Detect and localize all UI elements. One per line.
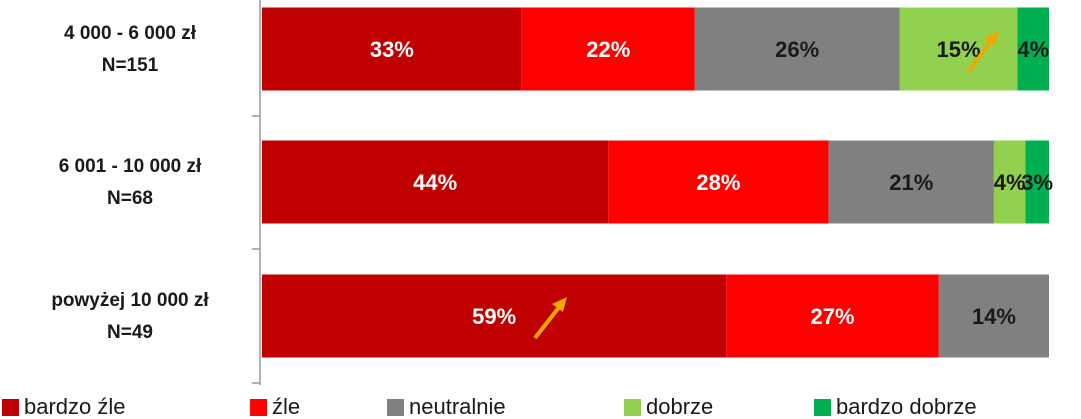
data-label: 15% — [936, 37, 980, 62]
bar-segment — [938, 274, 1049, 358]
legend-swatch — [814, 399, 831, 416]
data-label: 26% — [775, 37, 819, 62]
trend-arrow — [966, 31, 999, 74]
bar-segment — [899, 7, 1018, 91]
data-label: 33% — [370, 37, 414, 62]
legend-label: bardzo dobrze — [836, 394, 977, 419]
data-label: 4% — [994, 170, 1026, 195]
data-label: 3% — [1021, 170, 1053, 195]
y-tick-label: N=151 — [102, 55, 159, 76]
data-label: 21% — [889, 170, 933, 195]
legend-label: neutralnie — [409, 394, 506, 419]
data-label: 28% — [696, 170, 740, 195]
bar-segment — [694, 7, 900, 91]
bar-segment — [521, 7, 695, 91]
data-label: 14% — [972, 304, 1016, 329]
y-tick-label: powyżej 10 000 zł — [51, 290, 209, 311]
y-tick-label: N=68 — [107, 188, 153, 209]
bar-segment — [1017, 7, 1049, 91]
legend-swatch — [2, 399, 19, 416]
legend-swatch — [387, 399, 404, 416]
legend-swatch — [250, 399, 267, 416]
data-label: 44% — [413, 170, 457, 195]
bar-segment — [828, 140, 994, 224]
legend-swatch — [624, 399, 641, 416]
bar-segment — [1025, 140, 1049, 224]
bar-segment — [262, 274, 727, 358]
legend-label: bardzo źle — [24, 394, 126, 419]
trend-arrow — [533, 297, 567, 340]
bar-segment — [262, 7, 522, 91]
data-label: 27% — [811, 304, 855, 329]
bar-segment — [608, 140, 829, 224]
y-tick-label: 6 001 - 10 000 zł — [59, 156, 202, 177]
plot: 4 000 - 6 000 zł N=151 33% 22% 26% 15% 4% 6 001… — [2, 7, 1053, 419]
legend-label: dobrze — [646, 394, 713, 419]
data-label: 22% — [586, 37, 630, 62]
data-label: 4% — [1017, 37, 1049, 62]
y-tick-label: 4 000 - 6 000 zł — [64, 23, 197, 44]
bar-segment — [262, 140, 609, 224]
y-tick-label: N=49 — [107, 322, 153, 343]
data-label: 59% — [472, 304, 516, 329]
bar-segment — [993, 140, 1026, 224]
bar-segment — [726, 274, 939, 358]
legend-label: źle — [272, 394, 300, 419]
